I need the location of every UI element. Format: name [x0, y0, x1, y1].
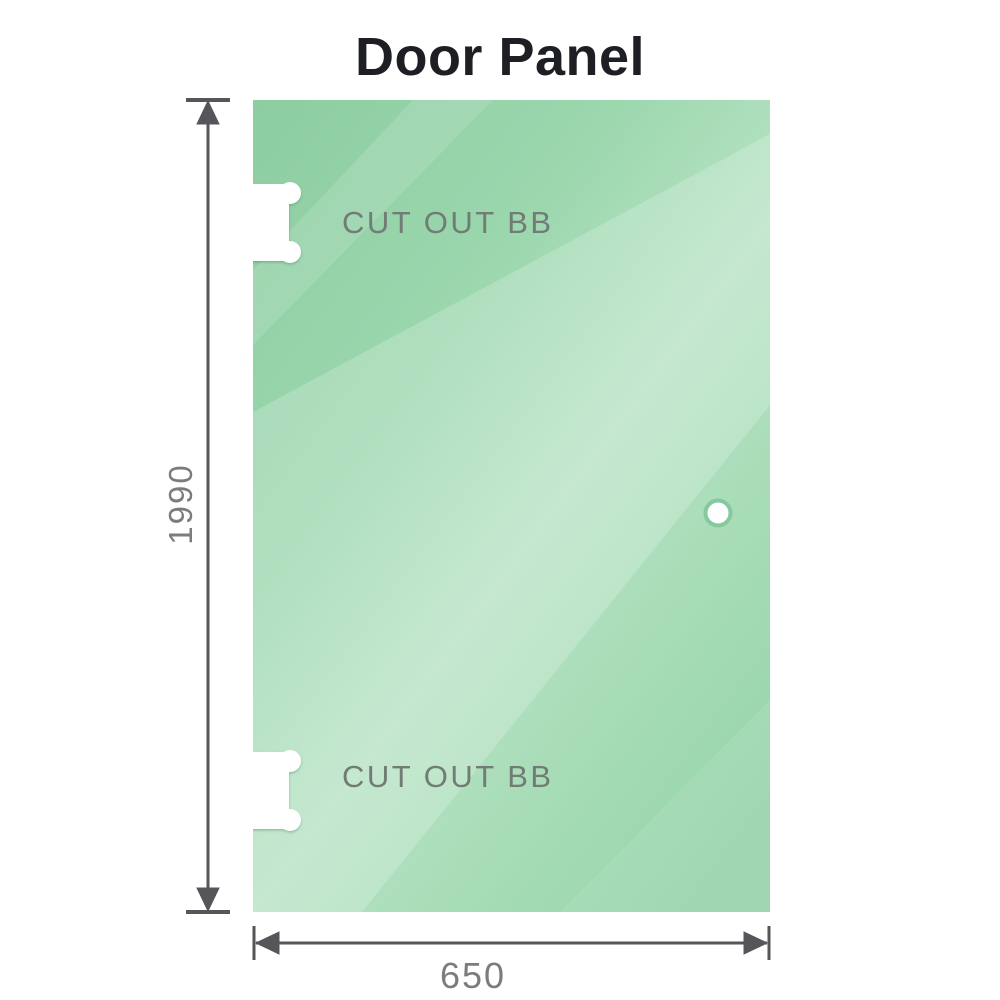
cutout-label-top: CUT OUT BB [342, 205, 554, 240]
diagram-title: Door Panel [354, 27, 646, 87]
width-dimension-line [252, 926, 771, 960]
hinge-cutout-top-lobe-upper [279, 182, 301, 204]
glass-panel [253, 100, 770, 912]
glass-sheen [253, 100, 770, 912]
height-dimension-arrow-down [196, 887, 220, 913]
hinge-cutout-bottom-lobe-lower [279, 809, 301, 831]
height-dimension-value: 1990 [162, 463, 199, 545]
width-dimension-arrow-right [743, 931, 769, 955]
width-dimension-arrow-left [254, 931, 280, 955]
hinge-cutout-bottom-lobe-upper [279, 750, 301, 772]
sheen-band-bottom [560, 700, 770, 912]
height-dimension-arrow-up [196, 99, 220, 125]
hinge-cutout-bottom-body [253, 752, 289, 829]
cutout-label-bottom: CUT OUT BB [342, 759, 554, 794]
sheen-band-main [253, 134, 770, 912]
hinge-cutout-top-lobe-lower [279, 241, 301, 263]
handle-hole [703, 498, 733, 528]
height-dimension-line [186, 98, 230, 914]
hinge-cutout-top [253, 182, 301, 263]
sheen-band-top [253, 100, 493, 345]
hinge-cutout-bottom [253, 750, 301, 831]
hinge-cutout-top-body [253, 184, 289, 261]
width-dimension-value: 650 [439, 955, 507, 996]
